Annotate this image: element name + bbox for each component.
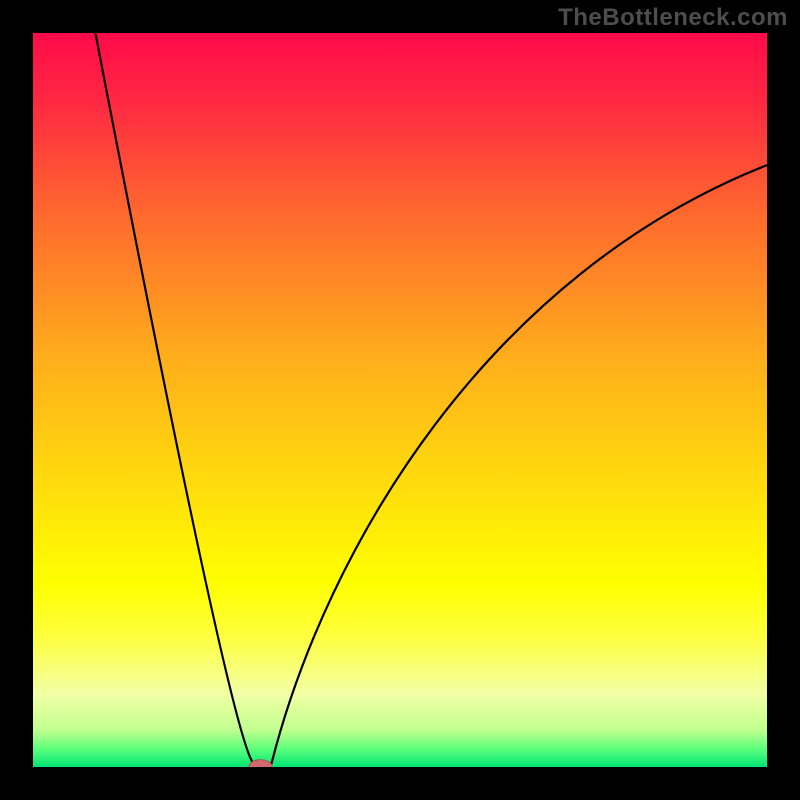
plot-area — [33, 33, 767, 767]
bottleneck-chart: TheBottleneck.com — [0, 0, 800, 800]
bottleneck-curve-left — [95, 33, 253, 763]
curve-layer — [33, 33, 767, 767]
watermark-text: TheBottleneck.com — [558, 4, 788, 32]
bottleneck-curve-right — [253, 165, 767, 763]
